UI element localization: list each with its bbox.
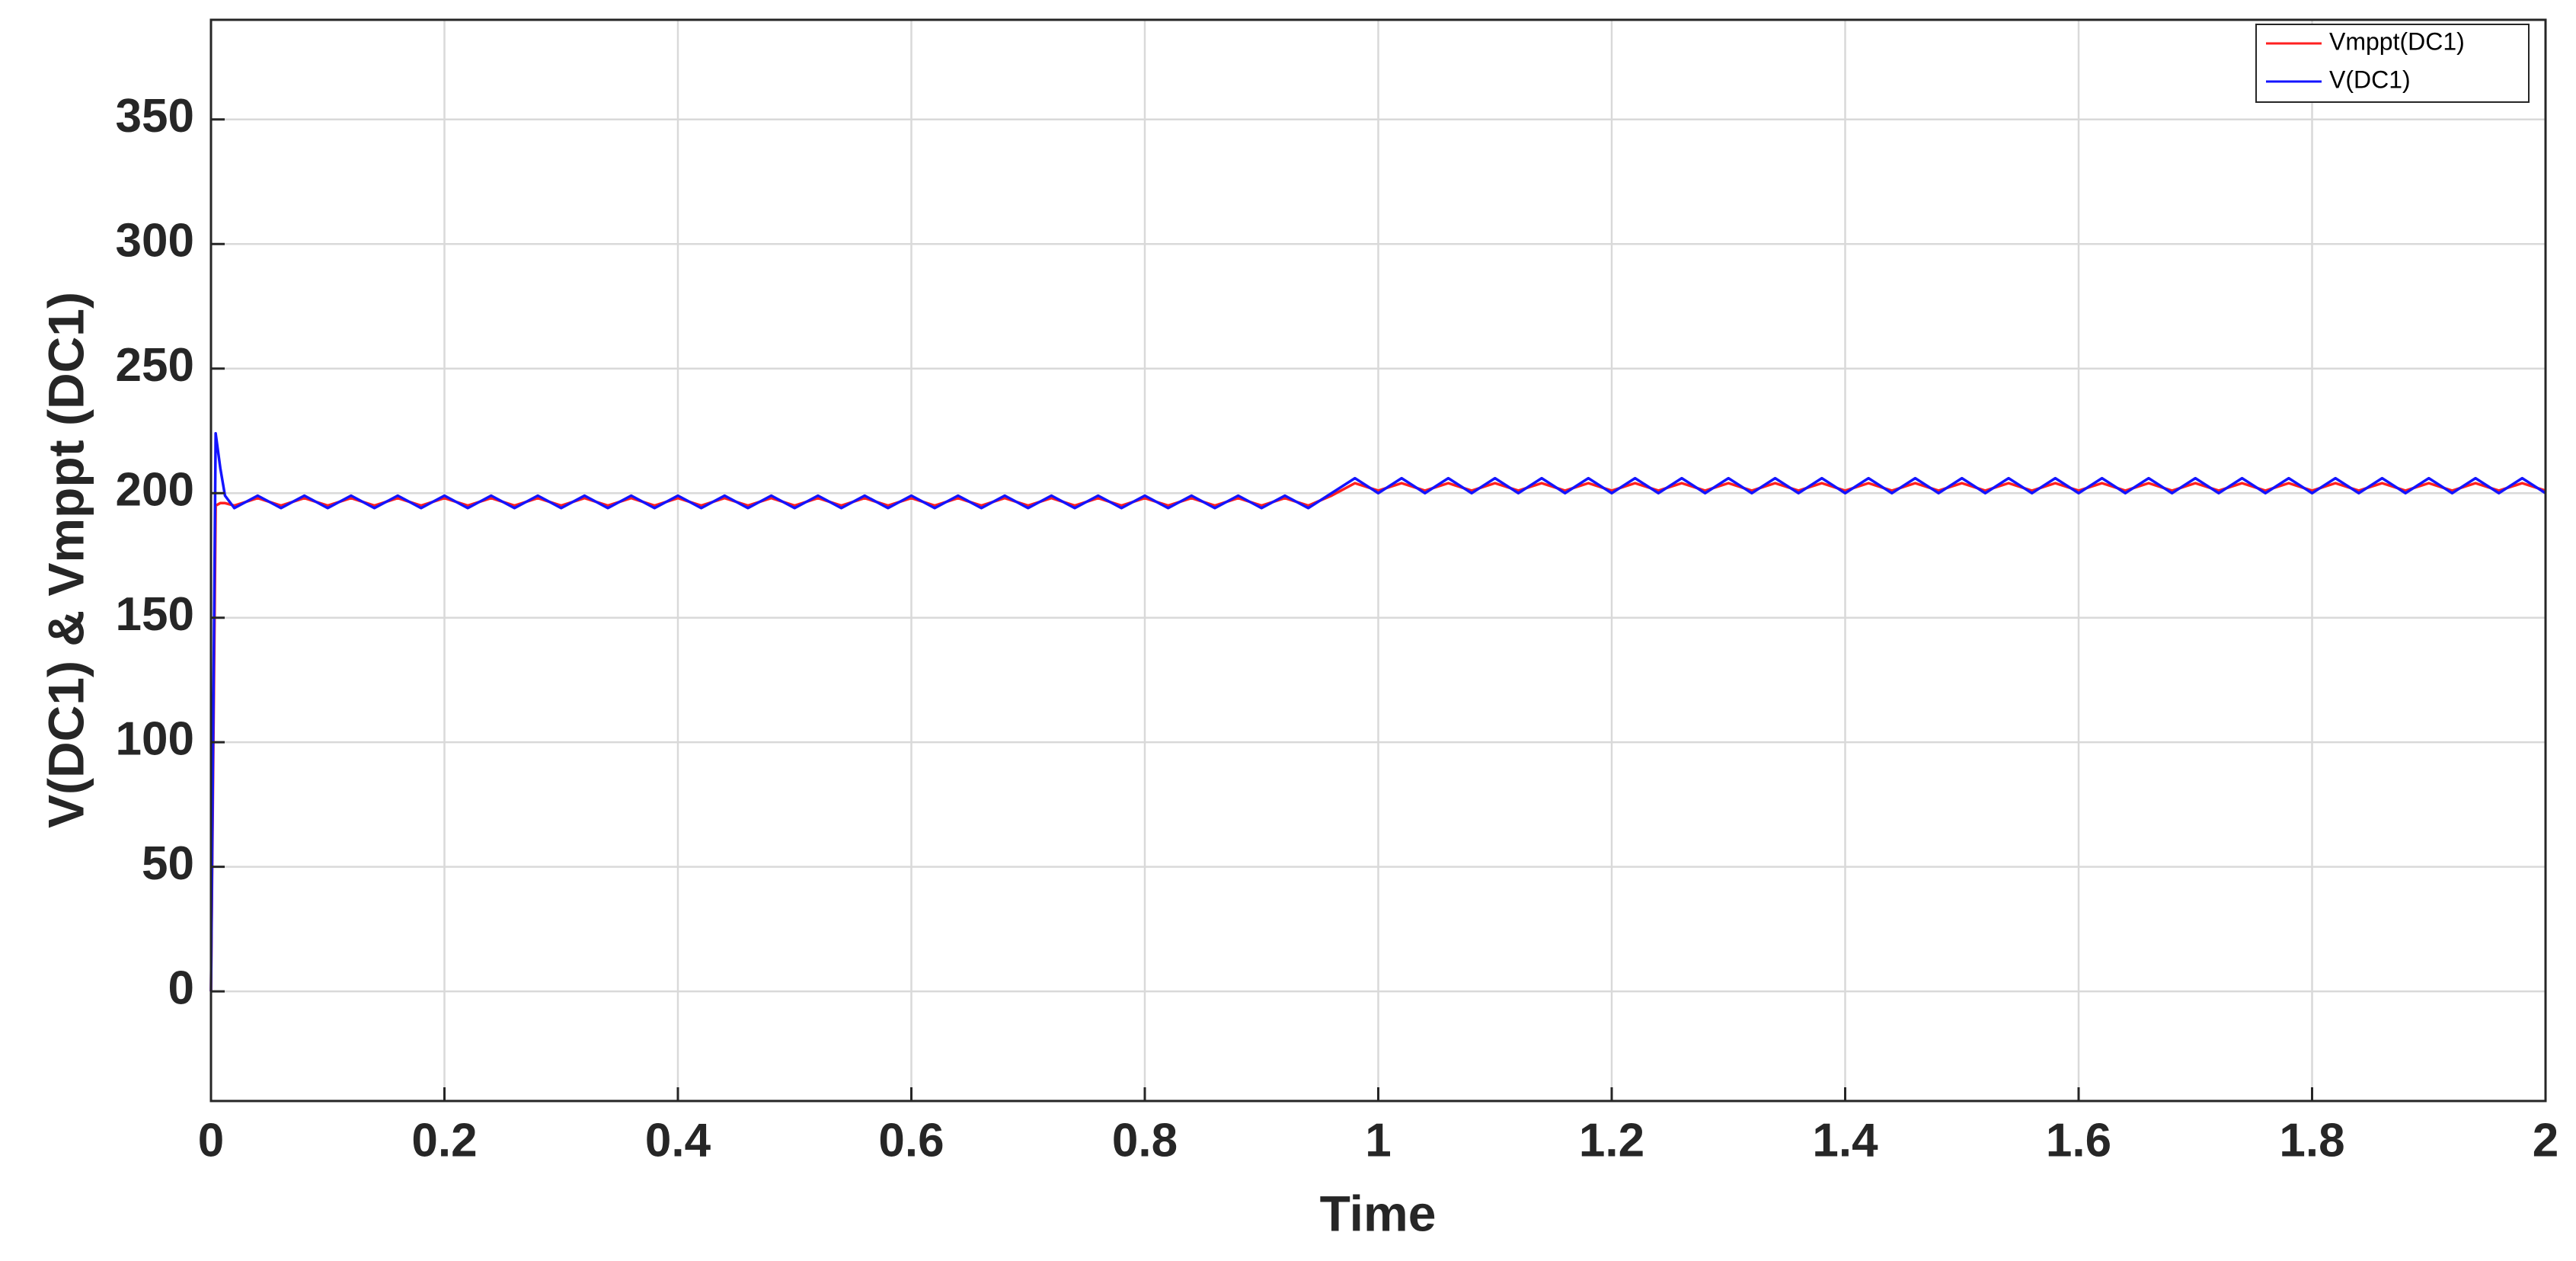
y-tick-label: 50 (142, 837, 194, 890)
ticks: 0 0.2 0.4 0.6 0.8 1 1.2 1.4 1.6 1.8 2 0 50 100 150 200 2… (116, 90, 2559, 1167)
y-tick-label: 300 (116, 215, 194, 267)
x-tick-label: 1.4 (1812, 1114, 1878, 1167)
x-tick-label: 0.8 (1112, 1114, 1178, 1167)
legend-box (2255, 24, 2530, 103)
x-tick-label: 1.2 (1579, 1114, 1644, 1167)
series-line (209, 482, 2546, 992)
plot-lines (209, 432, 2546, 992)
y-tick-label: 350 (116, 90, 194, 142)
legend: Vmppt(DC1) V(DC1) (2255, 24, 2530, 103)
y-tick-label: 100 (116, 713, 194, 766)
y-tick-label: 0 (168, 962, 194, 1015)
x-tick-label: 0.6 (878, 1114, 944, 1167)
x-tick-label: 2 (2533, 1114, 2558, 1167)
x-tick-label: 1 (1365, 1114, 1391, 1167)
x-tick-label: 1.6 (2046, 1114, 2111, 1167)
x-tick-label: 0 (198, 1114, 224, 1167)
x-tick-label: 0.2 (411, 1114, 477, 1167)
y-tick-label: 200 (116, 464, 194, 517)
grid (209, 20, 2547, 1101)
x-tick-label: 0.4 (645, 1114, 711, 1167)
legend-label: Vmppt(DC1) (2329, 27, 2465, 55)
x-tick-label: 1.8 (2279, 1114, 2344, 1167)
y-axis-label: V(DC1) & Vmppt (DC1) (37, 292, 94, 828)
series-line (209, 432, 2546, 992)
y-tick-label: 250 (116, 339, 194, 392)
y-tick-label: 150 (116, 588, 194, 641)
x-axis-label: Time (1320, 1185, 1437, 1241)
legend-label: V(DC1) (2329, 66, 2411, 93)
